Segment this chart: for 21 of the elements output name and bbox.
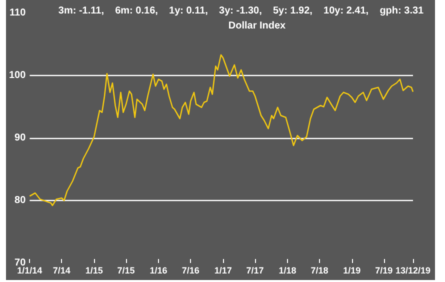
x-tick-label: 1/18 [278,266,296,276]
x-tick-label: 7/18 [310,266,328,276]
x-tick-label: 1/19 [343,266,361,276]
y-tick-label: 70 [14,258,26,268]
y-tick-label: 80 [14,195,26,206]
text: Dollar Index [228,20,286,32]
x-tick-label: 7/17 [246,266,264,276]
x-tick-label: 7/16 [182,266,200,276]
x-tick-label: 1/1/14 [17,266,42,276]
x-tick-label: 13/12/19 [395,266,431,276]
y-tick-label: 100 [8,70,26,81]
x-tick-label: 1/17 [214,266,232,276]
line-series [29,54,414,206]
x-tick-label: 7/19 [375,266,393,276]
chart-subtitle: 3m: -1.11, 6m: 0.16, 1y: 0.11, 3y: -1.30, 5y: 1.92, 10y: 2.41, gph: 3.31 [58,6,424,16]
x-tick-label: 1/15 [85,266,103,276]
y-tick-label: 90 [14,132,26,144]
y-tick-label: 110 [10,8,26,18]
x-tick-label: 7/14 [52,266,70,276]
x-tick-label: 1/16 [150,266,168,276]
x-tick-label: 7/15 [117,266,135,276]
